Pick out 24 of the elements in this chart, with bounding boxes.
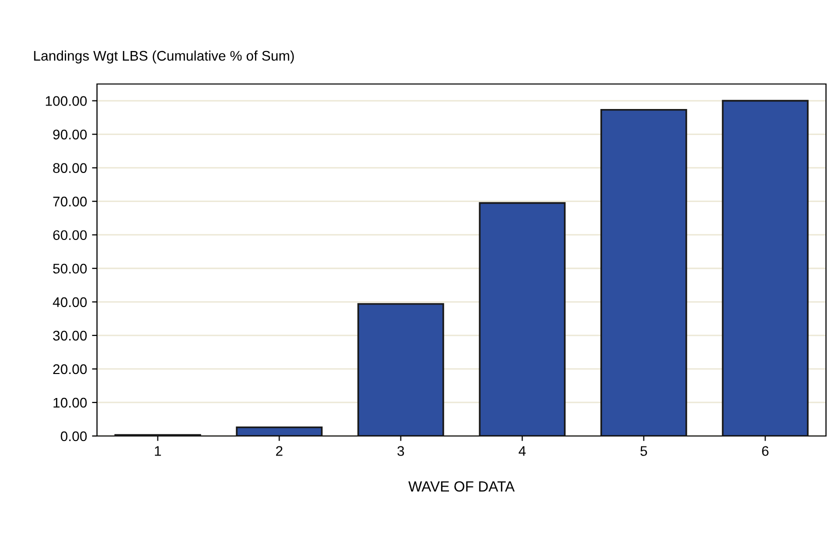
y-tick-label: 90.00: [53, 130, 87, 140]
x-tick-label: 2: [276, 446, 282, 456]
x-tick-label: 6: [762, 446, 768, 456]
bar: [722, 100, 809, 436]
x-tick-label: 1: [154, 446, 161, 456]
bar: [357, 303, 444, 436]
y-tick-label: 0.00: [60, 431, 87, 442]
x-tick-label: 4: [518, 446, 526, 456]
y-tick-label: 20.00: [53, 364, 87, 374]
y-tick-label: 100.00: [46, 96, 87, 106]
bar: [236, 426, 323, 436]
x-tick-label: 3: [397, 446, 404, 456]
y-tick-label: 40.00: [52, 297, 87, 308]
y-tick-label: 70.00: [53, 196, 87, 207]
x-tick-label: 5: [640, 446, 648, 456]
y-tick-label: 60.00: [53, 230, 87, 240]
x-axis-title: WAVE OF DATA: [408, 481, 515, 492]
bar: [600, 108, 688, 436]
y-tick-label: 50.00: [53, 264, 87, 274]
bar: [478, 202, 566, 436]
y-tick-label: 80.00: [53, 163, 87, 173]
y-tick-label: 30.00: [53, 330, 87, 341]
y-tick-label: 10.00: [54, 398, 87, 408]
chart-title: Landings Wgt LBS (Cumulative % of Sum): [34, 50, 294, 64]
